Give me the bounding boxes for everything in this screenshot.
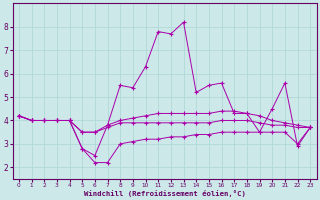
X-axis label: Windchill (Refroidissement éolien,°C): Windchill (Refroidissement éolien,°C) bbox=[84, 190, 245, 197]
